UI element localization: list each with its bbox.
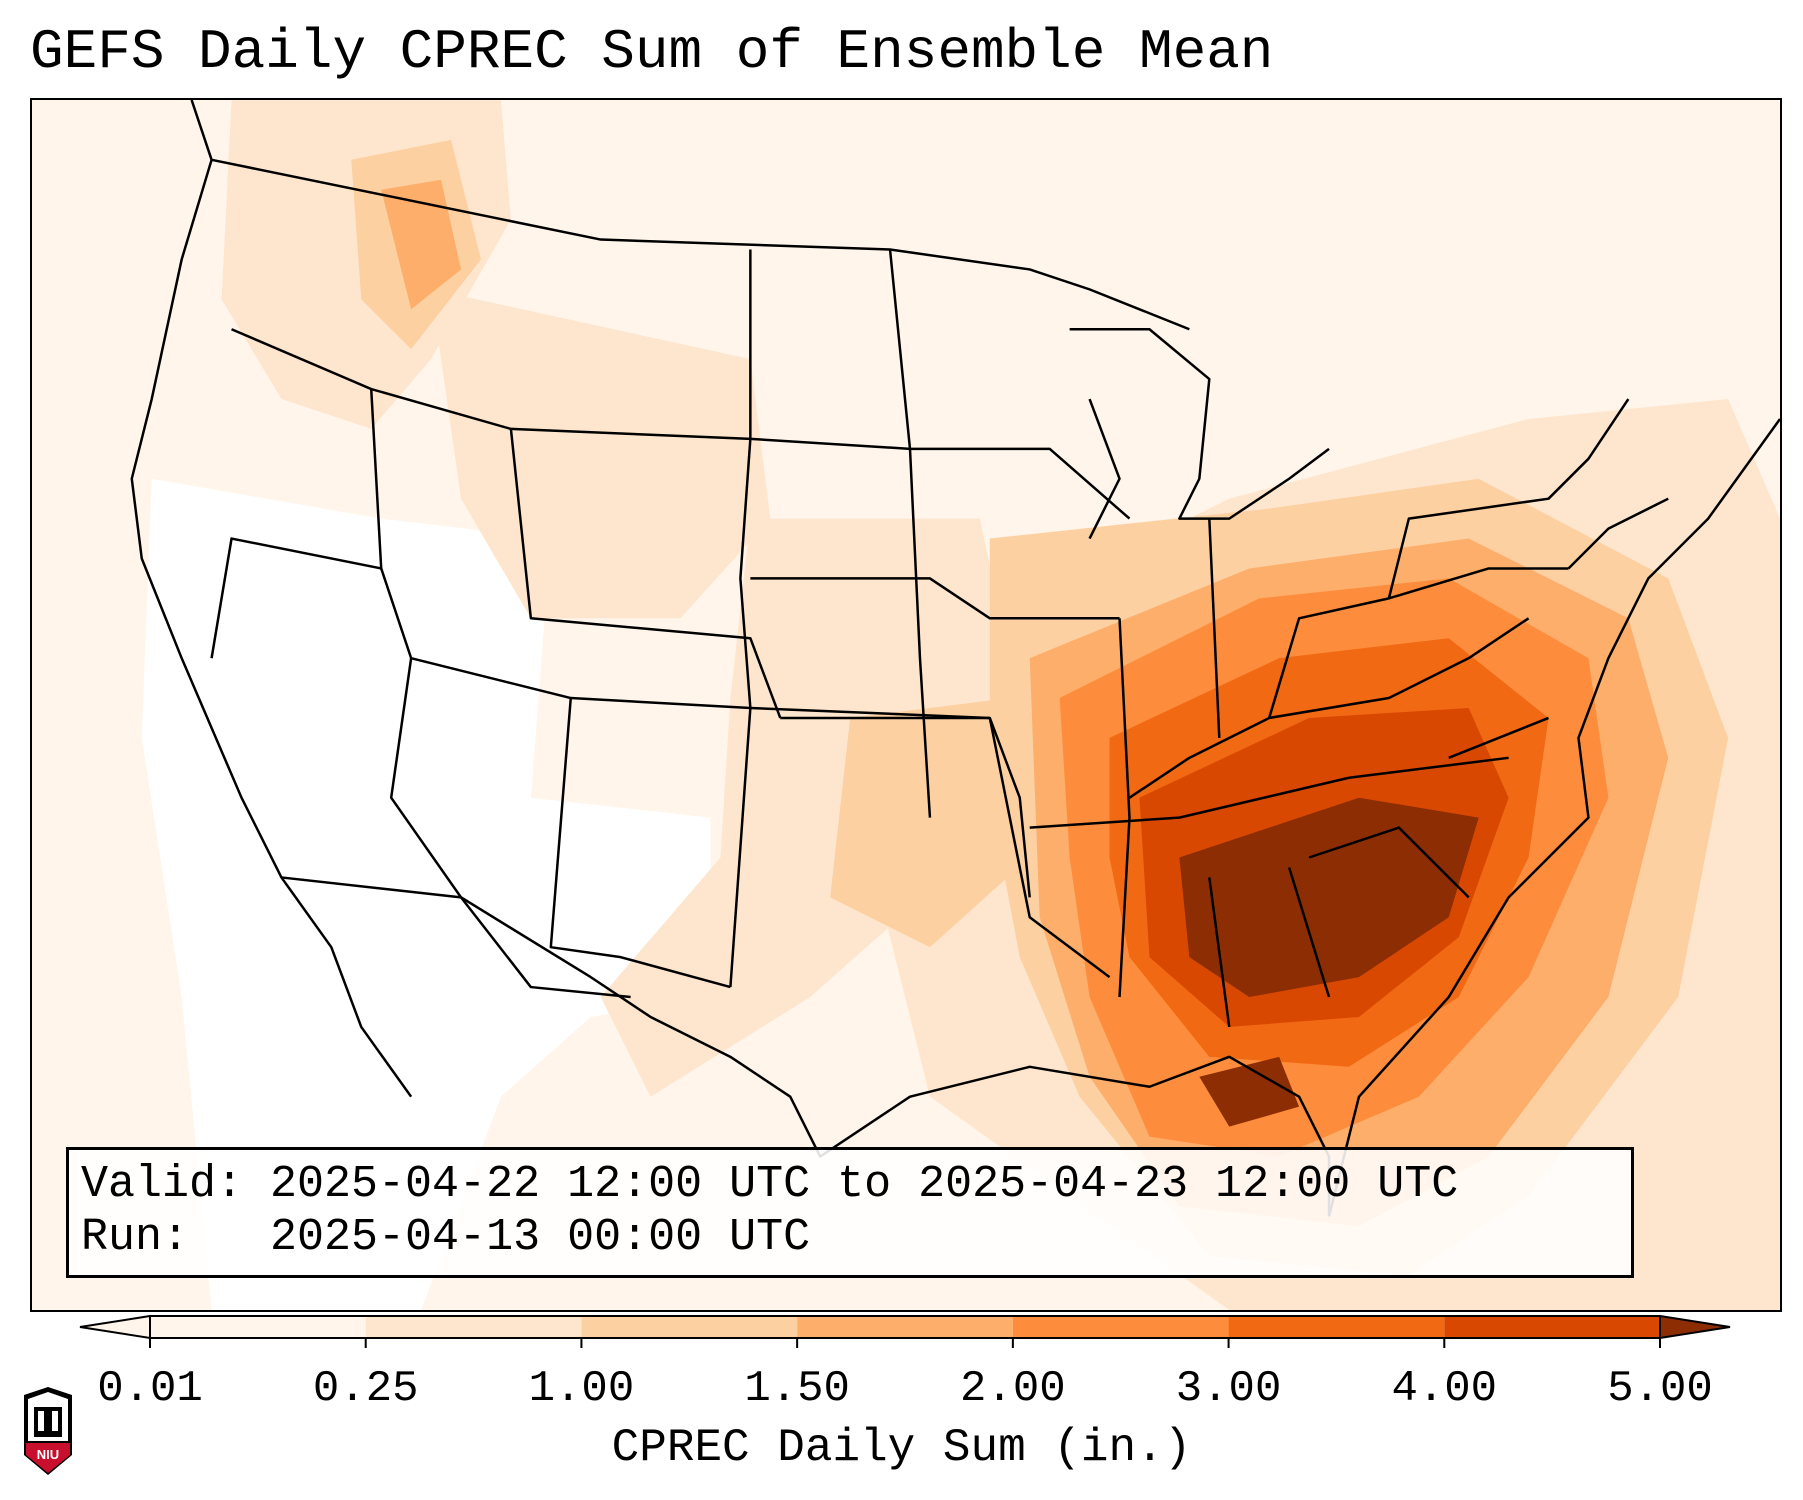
colorbar-tick-label: 3.00	[1176, 1364, 1282, 1414]
colorbar-segment	[150, 1316, 366, 1338]
state-boundaries	[130, 100, 1780, 1217]
svg-text:NIU: NIU	[37, 1447, 59, 1462]
colorbar-segment	[1228, 1316, 1445, 1338]
colorbar-tick-label: 1.00	[529, 1364, 635, 1414]
colorbar-frame	[149, 1315, 1661, 1339]
colorbar-extend-low	[79, 1314, 151, 1340]
niu-logo: NIU	[24, 1387, 72, 1475]
colorbar-tick-label: 1.50	[744, 1364, 850, 1414]
colorbar-tick-label: 4.00	[1391, 1364, 1497, 1414]
precip-map	[32, 100, 1780, 1310]
colorbar-segment	[581, 1316, 798, 1338]
colorbar-segment	[797, 1316, 1013, 1338]
colorbar-extend-high	[1659, 1314, 1731, 1340]
colorbar-segment	[1444, 1316, 1660, 1338]
colorbar-segment	[365, 1316, 582, 1338]
colorbar-tick-label: 2.00	[960, 1364, 1066, 1414]
run-time-text: Run: 2025-04-13 00:00 UTC	[81, 1212, 811, 1263]
colorbar-tick-label: 5.00	[1607, 1364, 1713, 1414]
valid-run-info-box: Valid: 2025-04-22 12:00 UTC to 2025-04-2…	[66, 1147, 1634, 1278]
precip-band-5.00	[1179, 797, 1479, 1127]
colorbar-tick-label: 0.01	[97, 1364, 203, 1414]
colorbar-tick-label: 0.25	[313, 1364, 419, 1414]
colorbar-label: CPREC Daily Sum (in.)	[611, 1422, 1192, 1474]
map-panel	[30, 98, 1782, 1312]
valid-time-text: Valid: 2025-04-22 12:00 UTC to 2025-04-2…	[81, 1159, 1459, 1210]
colorbar: 0.01 0.25 1.00 1.50 2.00 3.00 4.00 5.00	[79, 1314, 1731, 1414]
colorbar-segment	[1012, 1316, 1229, 1338]
figure-title: GEFS Daily CPREC Sum of Ensemble Mean	[30, 20, 1274, 84]
